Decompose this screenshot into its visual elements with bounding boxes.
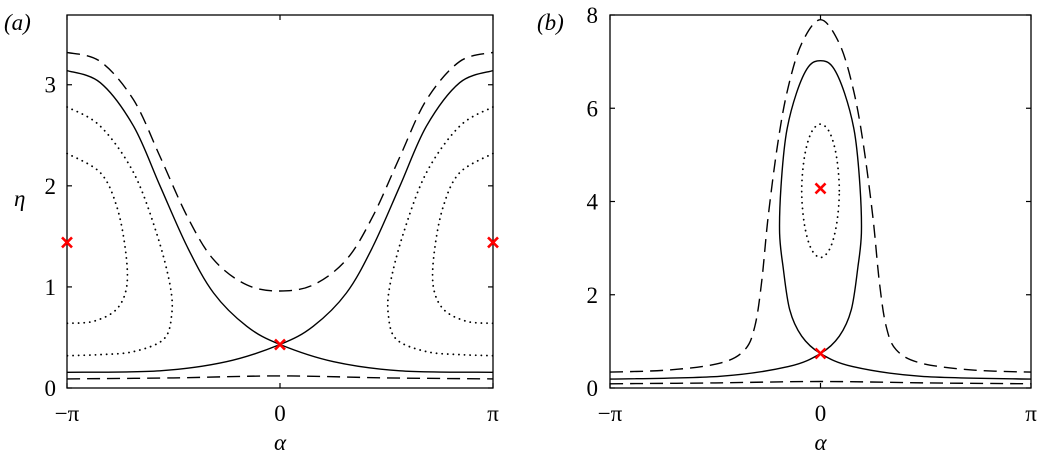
x-tick-label: 0 (274, 401, 286, 426)
fixed-point-marker (61, 236, 73, 249)
axes-frame (609, 14, 1032, 389)
fixed-point-marker (814, 182, 827, 195)
curve-solid (66, 69, 493, 373)
y-tick-label: 4 (587, 190, 599, 215)
curve-dotted (66, 152, 129, 325)
curve-dotted (800, 123, 841, 259)
curve-solid (610, 59, 1031, 380)
x-tick-label: 0 (815, 401, 827, 426)
curve-dashed (66, 51, 494, 292)
x-axis-label: α (274, 430, 287, 455)
fixed-point-marker (274, 338, 286, 351)
y-tick-label: 0 (587, 376, 599, 401)
y-tick-label: 1 (45, 275, 57, 300)
y-tick-label: 8 (587, 3, 599, 28)
curve-dashed (610, 18, 1031, 373)
fixed-point-marker (487, 236, 499, 249)
y-tick-label: 0 (45, 376, 57, 401)
x-tick-label: π (487, 401, 499, 426)
curve-dotted (66, 106, 174, 357)
y-axis-label: η (14, 186, 25, 211)
x-tick-label: −π (55, 401, 80, 426)
y-tick-label: 2 (587, 283, 599, 308)
x-axis-label: α (814, 430, 827, 455)
curve-dashed (610, 380, 1031, 385)
panel-label: (b) (537, 10, 564, 35)
panel-label: (a) (4, 10, 31, 35)
x-tick-label: π (1025, 401, 1037, 426)
curve-dashed (67, 375, 493, 380)
curve-dotted (431, 152, 494, 325)
curve-dotted (386, 106, 494, 357)
curve-solid (67, 69, 494, 373)
x-tick-label: −π (598, 401, 623, 426)
y-tick-label: 3 (45, 73, 57, 98)
axes-frame (66, 14, 494, 389)
y-tick-label: 6 (587, 96, 599, 121)
fixed-point-marker (814, 347, 827, 360)
y-tick-label: 2 (45, 174, 57, 199)
